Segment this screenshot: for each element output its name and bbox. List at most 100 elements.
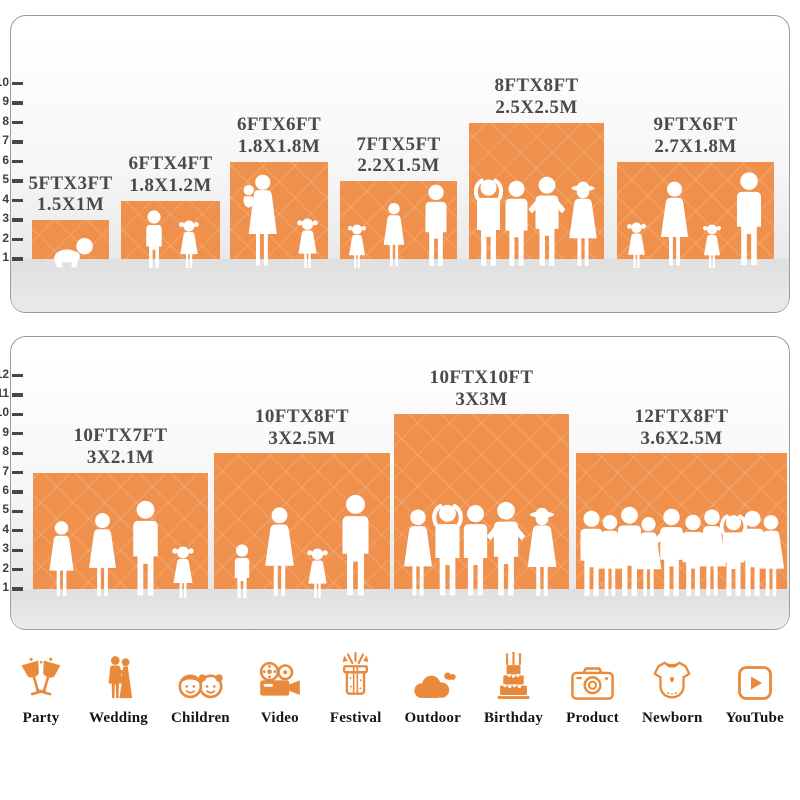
category-label: Video (260, 710, 299, 726)
category-label: Festival (329, 710, 382, 726)
festival-icon (342, 652, 369, 695)
ruler-number: 2 (2, 230, 9, 245)
backdrop-bar-10ftx7ft: 10FTX7FT 3X2.1M (33, 425, 208, 598)
ruler-tick (12, 451, 23, 455)
backdrop-bar-6ftx6ft: 6FTX6FT 1.8X1.8M (230, 114, 328, 268)
wedding-icon (108, 656, 133, 699)
ruler-number: 12 (0, 366, 9, 381)
backdrop-size-m-label: 2.5X2.5M (495, 96, 578, 118)
man-silhouette (580, 510, 602, 596)
backdrop-bar-5ftx3ft: 5FTX3FT 1.5X1M (28, 173, 112, 268)
category-outdoor: Outdoor (405, 668, 461, 727)
woman-silhouette (660, 181, 688, 266)
backdrop-bar-12ftx8ft: 12FTX8FT 3.6X2.5M (576, 406, 787, 596)
ruler-tick (12, 490, 23, 494)
boy-silhouette (145, 210, 162, 268)
people-silhouette-group (316, 184, 481, 268)
girl-silhouette (297, 218, 318, 268)
outdoor-icon (414, 672, 456, 698)
ruler-tick (12, 412, 23, 417)
ruler-tick (12, 198, 23, 203)
backdrop-size-label: 10FTX8FT 3X2.5M (255, 406, 349, 449)
ruler-tick (12, 393, 23, 397)
man-hips-silhouette (528, 176, 565, 266)
ruler-tick (12, 257, 23, 261)
people-silhouette-group (8, 235, 133, 268)
category-video: Video (253, 660, 307, 727)
backdrop-bar-6ftx4ft: 6FTX4FT 1.8X1.2M (121, 153, 220, 268)
backdrop-bar-8ftx8ft: 8FTX8FT 2.5X2.5M (469, 75, 604, 266)
category-product: Product (566, 664, 619, 727)
backdrop-size-ft-label: 6FTX4FT (128, 153, 213, 175)
ruler-tick (12, 567, 23, 572)
backdrop-size-label: 10FTX7FT 3X2.1M (74, 425, 168, 468)
girl-silhouette (178, 220, 199, 268)
man-silhouette (425, 184, 446, 266)
woman-silhouette (635, 517, 661, 596)
backdrop-size-ft-label: 10FTX10FT (429, 367, 534, 389)
man-silhouette (736, 172, 761, 266)
ruler-tick (12, 218, 23, 222)
backdrop-size-ft-label: 5FTX3FT (28, 172, 113, 194)
backdrop-size-label: 6FTX6FT 1.8X1.8M (237, 114, 321, 157)
woman-baby-silhouette (243, 174, 277, 266)
backdrop-bar-7ftx5ft: 7FTX5FT 2.2X1.5M (340, 134, 457, 268)
ruler-tick (12, 101, 23, 105)
man-silhouette (505, 180, 527, 266)
video-icon (259, 661, 300, 696)
category-newborn: Newborn (642, 658, 703, 727)
baby-silhouette (54, 237, 93, 268)
ruler-number: 8 (2, 113, 9, 128)
backdrop-size-m-label: 1.5X1M (36, 194, 105, 216)
ruler-tick (12, 140, 23, 144)
boy-silhouette (234, 544, 249, 598)
woman-silhouette (697, 509, 726, 596)
man-silhouette (741, 510, 763, 596)
ruler-tick (12, 432, 23, 436)
category-festival: Festival (330, 652, 382, 727)
backdrop-size-m-label: 1.8X1.2M (129, 174, 212, 196)
category-youtube: YouTube (726, 664, 784, 727)
people-silhouette-group (370, 501, 593, 598)
backdrop-size-label: 10FTX10FT 3X3M (430, 367, 534, 410)
man-arms-up-silhouette (431, 504, 463, 596)
backdrop-bar-9ftx6ft: 9FTX6FT 2.7X1.8M (617, 114, 774, 268)
people-silhouette-group (97, 210, 244, 268)
ruler-number: 3 (2, 211, 9, 225)
category-label: Party (22, 710, 60, 726)
ruler-tick (12, 529, 23, 533)
girl-silhouette (347, 224, 366, 268)
woman-silhouette (89, 513, 116, 596)
ruler-number: 9 (2, 94, 9, 108)
backdrop-size-label: 9FTX6FT 2.7X1.8M (653, 114, 737, 157)
ruler-tick (12, 120, 23, 125)
product-icon (571, 667, 614, 700)
backdrop-size-label: 12FTX8FT 3.6X2.5M (635, 406, 729, 449)
woman-silhouette (757, 515, 784, 596)
birthday-icon (497, 652, 530, 699)
ruler-number: 2 (2, 560, 9, 575)
ruler-number: 9 (2, 424, 9, 439)
backdrop-size-ft-label: 7FTX5FT (356, 133, 441, 155)
ruler-number: 7 (2, 463, 9, 478)
size-chart-panel-2: 12345678910111210FTX7FT3X2.1M10FTX8FT3X2… (0, 336, 790, 630)
ruler-number: 4 (2, 191, 9, 206)
floor (11, 259, 789, 312)
backdrop-bar-10ftx8ft: 10FTX8FT 3X2.5M (214, 406, 390, 598)
backdrop-size-label: 5FTX3FT 1.5X1M (28, 173, 112, 216)
category-label: Newborn (641, 710, 703, 726)
ruler-number: 3 (2, 541, 9, 556)
party-icon (21, 657, 61, 696)
backdrop-size-ft-label: 12FTX8FT (634, 405, 729, 427)
ruler-tick (12, 373, 23, 378)
people-silhouette-group (9, 500, 232, 598)
children-icon (178, 674, 223, 699)
backdrop-size-m-label: 3X2.1M (86, 446, 155, 468)
backdrop-size-ft-label: 10FTX7FT (73, 425, 168, 447)
size-chart-panel-1: 123456789105FTX3FT1.5X1M6FTX4FT1.8X1.2M6… (0, 15, 790, 313)
ruler-number: 6 (2, 483, 9, 497)
girl-silhouette (702, 224, 721, 268)
backdrop-size-ft-label: 9FTX6FT (653, 114, 738, 136)
backdrop-size-label: 7FTX5FT 2.2X1.5M (356, 134, 440, 177)
backdrop-size-m-label: 3X3M (455, 388, 508, 410)
